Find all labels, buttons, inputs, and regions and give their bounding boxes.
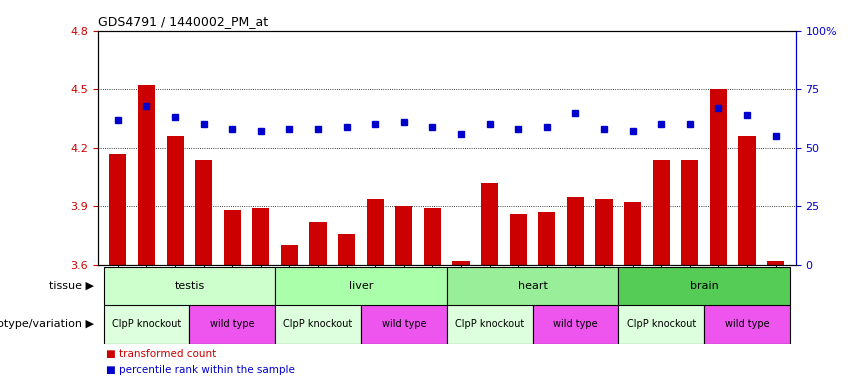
Text: wild type: wild type: [725, 319, 769, 329]
Bar: [224, 210, 241, 265]
Bar: [447, 305, 533, 344]
Bar: [447, 267, 619, 305]
Bar: [367, 199, 384, 265]
Text: ■ percentile rank within the sample: ■ percentile rank within the sample: [106, 365, 295, 375]
Bar: [195, 160, 212, 265]
Text: ClpP knockout: ClpP knockout: [283, 319, 352, 329]
Bar: [109, 154, 127, 265]
Bar: [190, 305, 275, 344]
Bar: [361, 305, 447, 344]
Text: wild type: wild type: [210, 319, 254, 329]
Bar: [424, 209, 441, 265]
Bar: [567, 197, 584, 265]
Bar: [510, 214, 527, 265]
Bar: [619, 305, 704, 344]
Bar: [682, 160, 699, 265]
Text: wild type: wild type: [553, 319, 597, 329]
Bar: [275, 305, 361, 344]
Bar: [704, 305, 790, 344]
Text: brain: brain: [690, 281, 718, 291]
Text: ClpP knockout: ClpP knockout: [455, 319, 524, 329]
Bar: [396, 207, 413, 265]
Bar: [533, 305, 619, 344]
Text: GDS4791 / 1440002_PM_at: GDS4791 / 1440002_PM_at: [98, 15, 268, 28]
Bar: [275, 267, 447, 305]
Text: heart: heart: [517, 281, 547, 291]
Text: wild type: wild type: [381, 319, 426, 329]
Text: ClpP knockout: ClpP knockout: [111, 319, 181, 329]
Bar: [619, 267, 790, 305]
Text: tissue ▶: tissue ▶: [49, 281, 94, 291]
Bar: [310, 222, 327, 265]
Bar: [138, 85, 155, 265]
Bar: [252, 209, 270, 265]
Bar: [539, 212, 556, 265]
Text: liver: liver: [349, 281, 374, 291]
Bar: [481, 183, 498, 265]
Bar: [596, 199, 613, 265]
Text: ■ transformed count: ■ transformed count: [106, 349, 217, 359]
Bar: [739, 136, 756, 265]
Bar: [167, 136, 184, 265]
Bar: [710, 89, 727, 265]
Bar: [453, 261, 470, 265]
Bar: [104, 267, 275, 305]
Bar: [767, 261, 785, 265]
Text: genotype/variation ▶: genotype/variation ▶: [0, 319, 94, 329]
Bar: [338, 234, 355, 265]
Bar: [624, 202, 642, 265]
Bar: [281, 245, 298, 265]
Bar: [104, 305, 190, 344]
Text: testis: testis: [174, 281, 204, 291]
Bar: [653, 160, 670, 265]
Text: ClpP knockout: ClpP knockout: [626, 319, 696, 329]
